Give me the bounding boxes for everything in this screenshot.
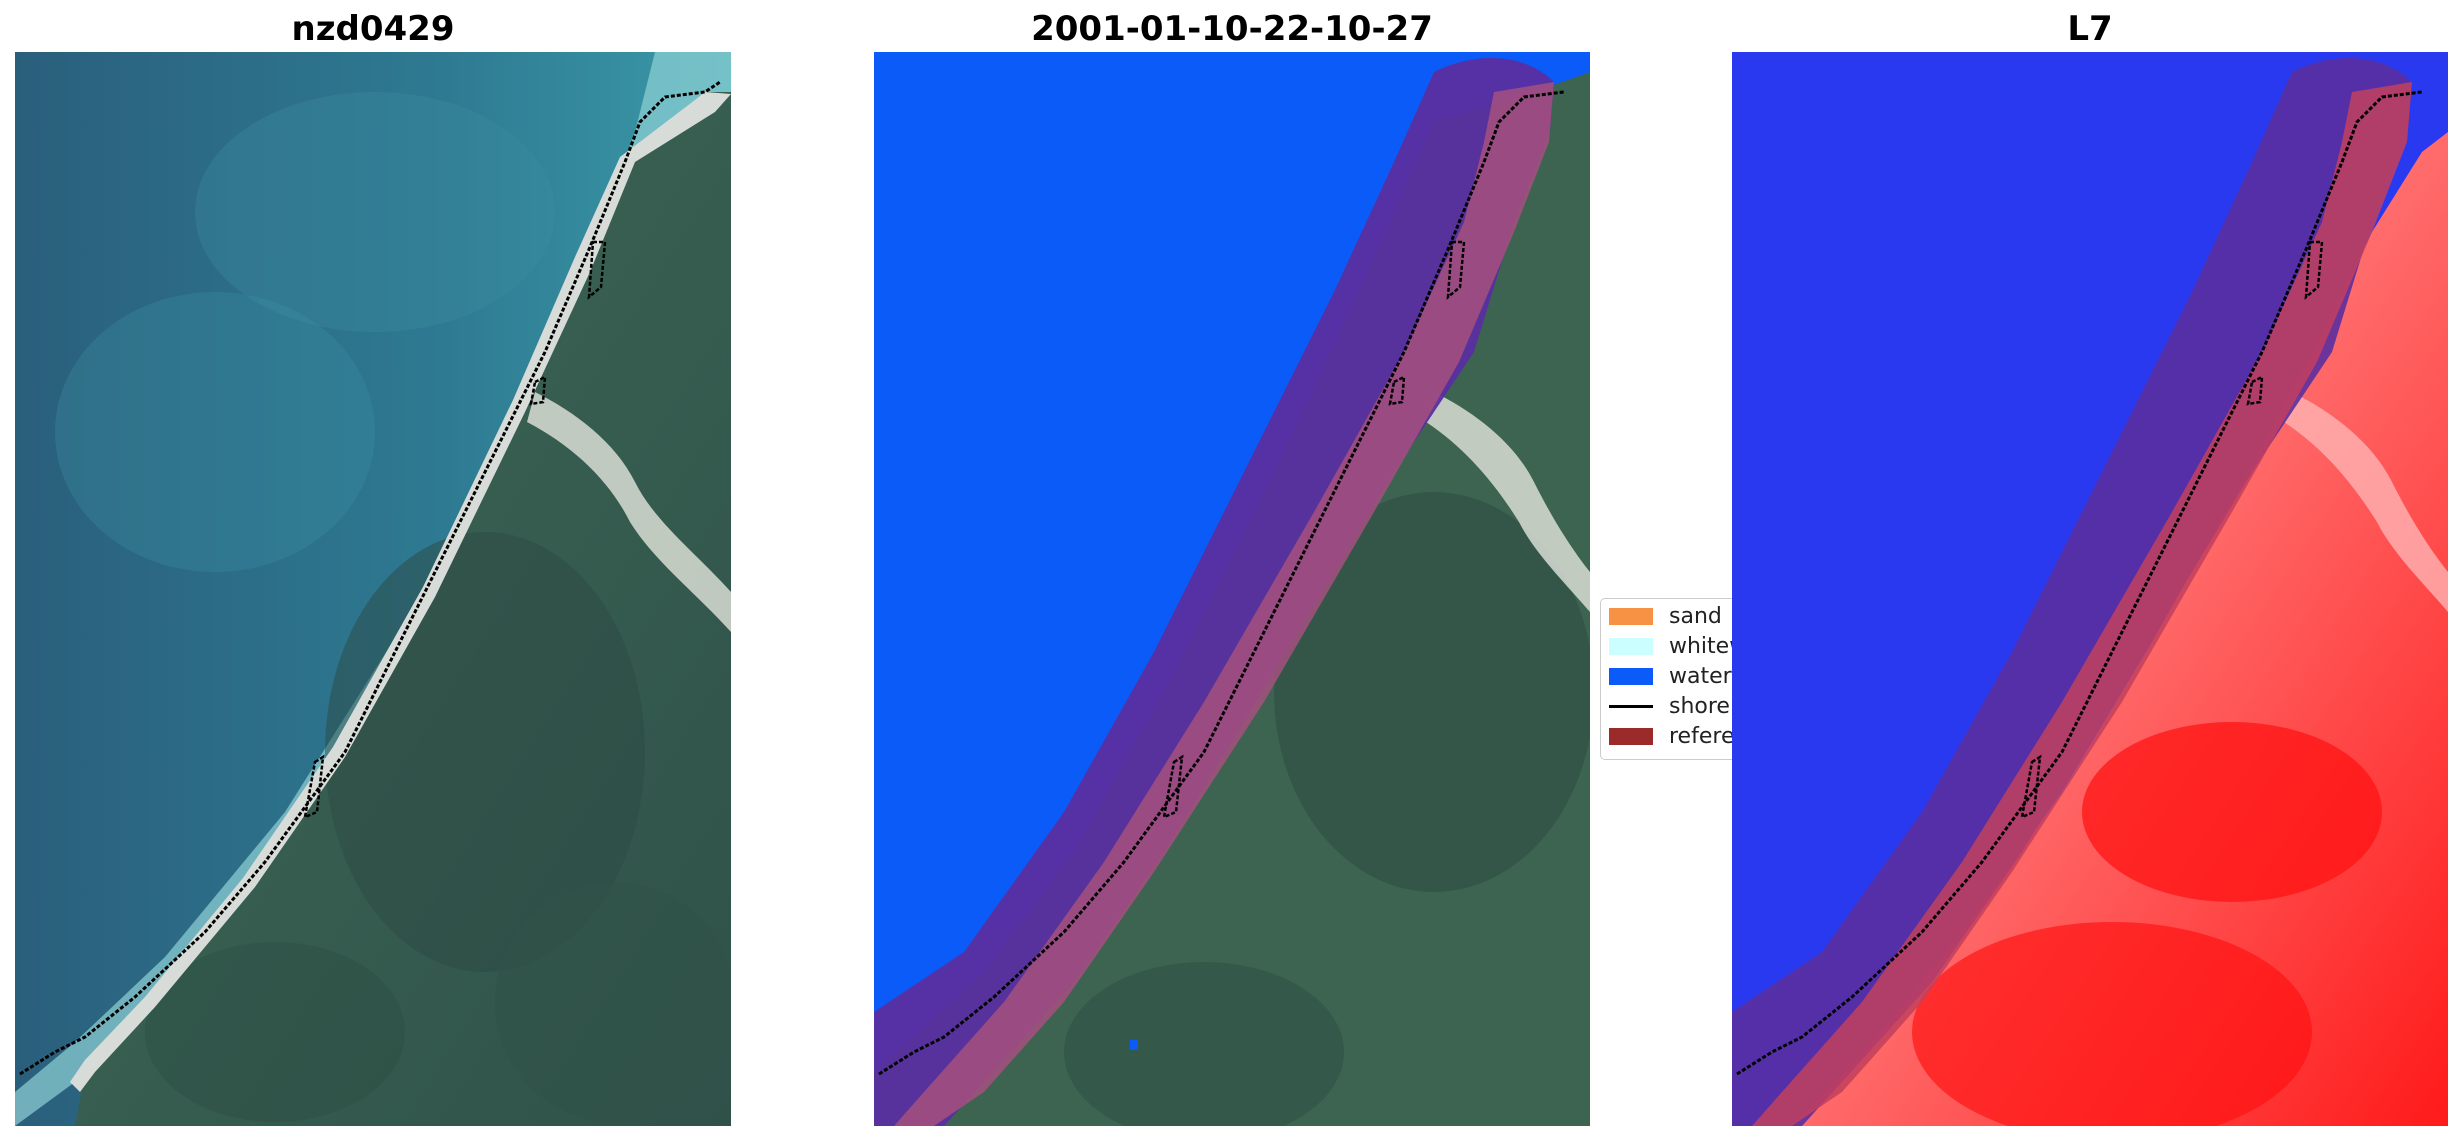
reference-buffer-inner bbox=[1752, 82, 2412, 1126]
shoreline-line-swatch bbox=[1609, 704, 1653, 708]
panel-title-index: L7 bbox=[2067, 9, 2113, 49]
legend-label: sand bbox=[1669, 603, 1722, 629]
rgb-image-panel bbox=[15, 52, 731, 1126]
legend-item-water: water bbox=[1609, 663, 1789, 689]
buffer-swatch bbox=[1609, 727, 1653, 745]
classified-image-panel bbox=[874, 52, 1590, 1126]
river bbox=[527, 392, 731, 632]
sand-swatch bbox=[1609, 607, 1653, 625]
classified-image bbox=[874, 52, 1590, 1126]
index-image bbox=[1732, 52, 2448, 1126]
reference-buffer-outer bbox=[874, 58, 1554, 1126]
shoreline bbox=[19, 80, 721, 1076]
rgb-image bbox=[15, 52, 731, 1126]
reference-buffer-inner bbox=[894, 82, 1554, 1126]
water-class bbox=[874, 52, 1590, 1072]
legend-label: water bbox=[1669, 663, 1732, 689]
panel-title-rgb: nzd0429 bbox=[291, 9, 455, 49]
shoreline bbox=[1736, 90, 2423, 1076]
index-image-panel bbox=[1732, 52, 2448, 1126]
shoreline bbox=[878, 90, 1565, 1076]
water-swatch bbox=[1609, 667, 1653, 685]
whitewater-swatch bbox=[1609, 637, 1653, 655]
reference-buffer-outer bbox=[1732, 58, 2412, 1126]
river bbox=[1426, 392, 1590, 612]
legend-item-sand: sand bbox=[1609, 603, 1789, 629]
panel-title-classified: 2001-01-10-22-10-27 bbox=[1031, 9, 1433, 49]
